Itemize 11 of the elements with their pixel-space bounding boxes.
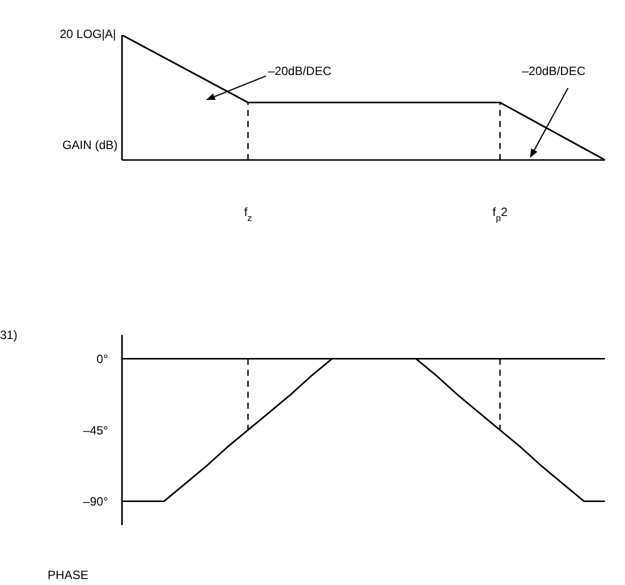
y-tick-label: –45°: [83, 423, 108, 438]
annotation: –20dB/DEC: [268, 64, 332, 78]
text: 20 LOG|A|: [60, 27, 116, 41]
y-tick-label: –90°: [83, 494, 108, 509]
x-tick-label: f$_{z}$: [244, 205, 252, 223]
annotation: –20dB/DEC: [522, 64, 586, 78]
text: 31): [0, 328, 18, 342]
x-tick-label: f$_{p}$2: [492, 205, 508, 223]
y-axis-title: PHASE: [46, 567, 90, 584]
y-tick-label: 0°: [96, 352, 108, 366]
y-axis-title: GAIN (dB): [61, 137, 119, 154]
